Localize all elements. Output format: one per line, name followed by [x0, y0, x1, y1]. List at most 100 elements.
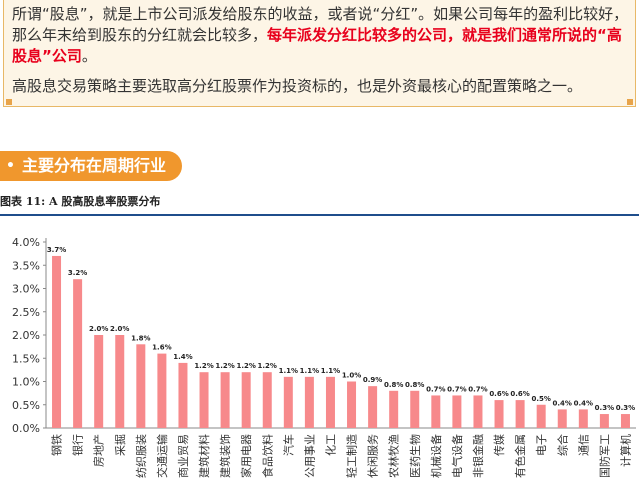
data-label: 1.2%	[258, 362, 277, 370]
bar-chart: 0.0% 0.5% 1.0% 1.5% 2.0% 2.5% 3.0% 3.5% 4.0% 3.7%…	[12, 236, 636, 478]
data-label: 3.7%	[47, 246, 66, 254]
category-label: 建筑材料	[197, 434, 211, 478]
callout-paragraph-2: 高股息交易策略主要选取高分红股票作为投资标的，也是外资最核心的配置策略之一。	[12, 77, 583, 95]
data-label: 0.8%	[384, 381, 403, 389]
bar	[515, 400, 525, 428]
y-tick-label: 2.5%	[12, 306, 40, 319]
data-label: 2.0%	[89, 325, 108, 333]
figure-caption: 图表 11: A 股高股息率股票分布	[0, 195, 161, 208]
bar	[452, 395, 462, 428]
category-label: 国防军工	[597, 434, 611, 478]
category-label: 机械设备	[429, 434, 443, 478]
bar	[368, 386, 378, 428]
bar	[347, 381, 357, 428]
category-label: 传媒	[493, 434, 506, 456]
bar	[431, 395, 441, 428]
bar	[178, 362, 188, 428]
bar	[283, 376, 293, 428]
category-label: 化工	[323, 434, 337, 456]
data-label: 0.6%	[489, 390, 508, 398]
category-label: 医药生物	[408, 434, 422, 478]
data-label: 0.4%	[553, 399, 572, 407]
category-label: 交通运输	[155, 434, 169, 478]
bar	[52, 255, 62, 428]
data-label: 0.4%	[574, 399, 593, 407]
callout-text: 所谓“股息”，就是上市公司派发给股东的收益，或者说“分红”。如果公司每年的盈利比…	[12, 5, 629, 44]
category-label: 银行	[71, 434, 85, 456]
bullet-icon: •	[6, 158, 15, 174]
data-label: 0.7%	[426, 385, 445, 393]
category-label: 农林牧渔	[387, 434, 401, 478]
category-label: 电子	[535, 434, 548, 456]
data-label: 1.2%	[215, 362, 234, 370]
category-label: 纺织服装	[134, 434, 148, 478]
callout-paragraph-1: 所谓“股息”，就是上市公司派发给股东的收益，或者说“分红”。如果公司每年的盈利比…	[12, 4, 632, 67]
data-label: 1.2%	[194, 362, 213, 370]
data-label: 0.9%	[363, 376, 382, 384]
category-label: 非银金融	[471, 434, 485, 478]
data-label: 0.7%	[447, 385, 466, 393]
bar	[136, 344, 146, 428]
category-label: 电气设备	[450, 434, 464, 478]
data-label: 1.6%	[152, 344, 171, 352]
data-label: 1.1%	[279, 367, 298, 375]
y-tick-label: 2.0%	[12, 329, 40, 342]
category-label: 公用事业	[303, 434, 316, 478]
category-label: 家用电器	[239, 434, 253, 478]
bar	[325, 376, 335, 428]
bar	[578, 409, 588, 428]
data-label: 3.2%	[68, 269, 87, 277]
bar	[199, 372, 209, 428]
y-tick-label: 4.0%	[12, 236, 40, 249]
category-label: 休闲服务	[366, 434, 380, 478]
data-label: 0.8%	[405, 381, 424, 389]
corner-dot-icon	[6, 99, 12, 105]
bar	[620, 414, 630, 428]
bar	[599, 414, 609, 428]
category-label: 通信	[577, 434, 590, 456]
data-label: 0.3%	[595, 404, 614, 412]
data-label: 1.8%	[131, 334, 150, 342]
bar	[389, 390, 399, 428]
category-label: 食品饮料	[260, 434, 274, 478]
category-label: 计算机	[618, 434, 632, 467]
bar	[494, 400, 504, 428]
y-tick-label: 0.5%	[12, 399, 40, 412]
data-label: 0.7%	[468, 385, 487, 393]
y-tick-label: 3.5%	[12, 259, 40, 272]
data-label: 2.0%	[110, 325, 129, 333]
callout-highlight: 每年派发分红比较多的公司，就是我们通常所说的“高股息”公司	[12, 26, 622, 65]
category-label: 采掘	[113, 434, 127, 456]
bar	[94, 335, 104, 428]
bar	[304, 376, 314, 428]
data-label: 0.6%	[510, 390, 529, 398]
section-header: • 主要分布在周期行业	[0, 151, 182, 181]
bar	[220, 372, 230, 428]
category-label: 房地产	[92, 434, 106, 467]
caption-divider	[0, 214, 639, 216]
bar	[473, 395, 483, 428]
bar	[115, 335, 125, 428]
bar	[73, 279, 83, 428]
bar	[262, 372, 272, 428]
data-label: 0.3%	[616, 404, 635, 412]
corner-dot-icon	[627, 99, 633, 105]
data-label: 1.0%	[342, 372, 361, 380]
y-tick-label: 0.0%	[12, 422, 40, 435]
category-label: 轻工制造	[345, 434, 359, 478]
section-title: 主要分布在周期行业	[22, 156, 167, 175]
y-tick-label: 3.0%	[12, 283, 40, 296]
bar	[241, 372, 251, 428]
data-label: 1.1%	[321, 367, 340, 375]
data-label: 0.5%	[531, 395, 550, 403]
category-label: 汽车	[281, 434, 295, 456]
callout-text-end: 。	[81, 47, 97, 65]
bar	[557, 409, 567, 428]
data-label: 1.2%	[236, 362, 255, 370]
data-label: 1.4%	[173, 353, 192, 361]
y-tick-label: 1.0%	[12, 376, 40, 389]
category-label: 有色金属	[513, 434, 527, 478]
category-label: 综合	[555, 434, 569, 456]
bar	[157, 353, 167, 428]
data-label: 1.1%	[300, 367, 319, 375]
